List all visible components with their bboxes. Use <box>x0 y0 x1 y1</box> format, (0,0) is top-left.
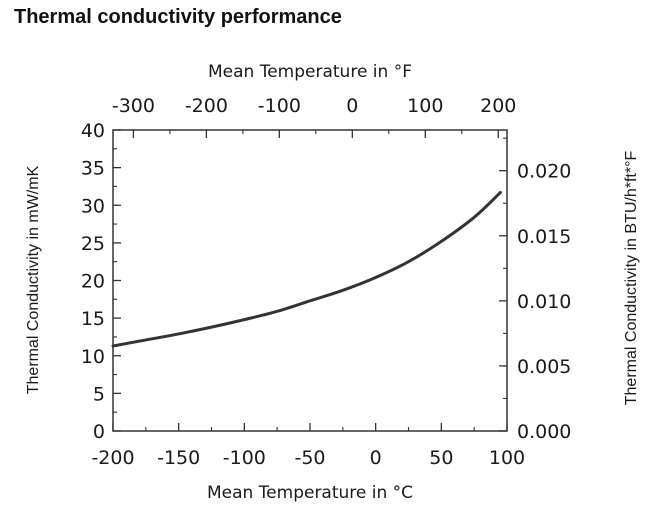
y-left-axis-title: Thermal Conductivity in mW/mK <box>25 165 42 394</box>
x-bottom-tick-label: 50 <box>429 447 453 469</box>
y-right-tick-label: 0.005 <box>517 356 571 378</box>
y-right-tick-label: 0.020 <box>517 161 571 183</box>
y-right-tick-label: 0.000 <box>517 421 571 443</box>
x-bottom-tick-label: -150 <box>157 447 200 469</box>
y-right-tick-label: 0.015 <box>517 226 571 248</box>
x-top-tick-label: 0 <box>346 95 358 117</box>
x-bottom-tick-label: 0 <box>370 447 382 469</box>
y-left-tick-label: 35 <box>81 158 105 180</box>
x-top-axis-title: Mean Temperature in °F <box>208 62 412 82</box>
x-top-tick-label: -100 <box>258 95 301 117</box>
y-left-tick-label: 30 <box>81 195 105 217</box>
y-left-tick-label: 15 <box>81 308 105 330</box>
y-right-tick-label: 0.010 <box>517 291 571 313</box>
x-top-tick-label: -200 <box>185 95 228 117</box>
y-left-tick-label: 5 <box>93 383 105 405</box>
x-bottom-tick-label: -200 <box>91 447 134 469</box>
series-line-thermal-conductivity <box>111 190 502 348</box>
y-left-tick-label: 20 <box>81 271 105 293</box>
x-bottom-tick-label: -100 <box>223 447 266 469</box>
x-top-tick-label: 100 <box>407 95 443 117</box>
x-bottom-tick-label: -50 <box>294 447 325 469</box>
y-left-tick-label: 40 <box>81 120 105 142</box>
x-bottom-axis-title: Mean Temperature in °C <box>207 483 413 503</box>
y-right-axis-title: Thermal Conductivity in BTU/h*ft*°F <box>623 151 640 406</box>
page-title: Thermal conductivity performance <box>14 6 342 28</box>
y-left-tick-label: 0 <box>93 421 105 443</box>
x-bottom-tick-label: 100 <box>489 447 525 469</box>
plot-frame <box>112 129 508 432</box>
x-top-tick-label: -300 <box>112 95 155 117</box>
y-left-tick-label: 10 <box>81 346 105 368</box>
x-top-tick-label: 200 <box>480 95 516 117</box>
y-left-tick-label: 25 <box>81 233 105 255</box>
